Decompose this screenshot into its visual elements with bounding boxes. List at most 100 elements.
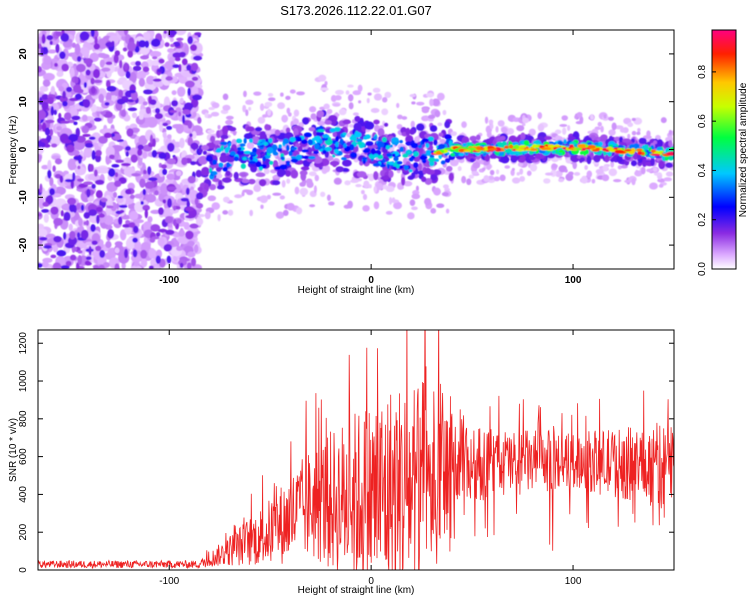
spectrogram-cell [544, 135, 553, 141]
spectrogram-cell [332, 131, 337, 138]
spectrogram-cell [334, 95, 342, 101]
spectrogram-cell [174, 30, 187, 36]
spectrogram-cell [62, 90, 67, 99]
spectrogram-cell [373, 93, 383, 101]
spectrogram-cell [528, 156, 536, 161]
spectrogram-cell [98, 93, 105, 103]
spectrogram-cell [483, 146, 488, 149]
spectrogram-cell [163, 96, 171, 108]
spectrogram-cell [49, 188, 55, 196]
spectrogram-cell [67, 197, 77, 205]
spectrogram-cell [208, 107, 215, 111]
spectrogram-cell [145, 193, 157, 203]
spectrogram-cell [624, 149, 632, 152]
spectrogram-cell [225, 162, 231, 169]
spectrogram-cell [263, 168, 270, 175]
spectrogram-cell [416, 123, 425, 131]
spectrogram-cell [242, 189, 251, 193]
spectrogram-cell [85, 241, 94, 246]
spectrogram-cell [500, 155, 510, 164]
spectrogram-cell [408, 169, 413, 173]
spectrogram-cell [375, 182, 384, 191]
spectrogram-cell [445, 165, 453, 172]
spectrogram-cell [433, 139, 438, 146]
spectrogram-cell [277, 102, 286, 110]
spectrogram-cell [132, 219, 144, 224]
spectrogram-cell [403, 164, 409, 171]
spectrogram-cell [537, 123, 545, 132]
spectrogram-cell [356, 138, 363, 143]
spectrogram-cell [472, 161, 481, 169]
spectrogram-cell [277, 147, 283, 153]
spectrogram-cell [611, 122, 617, 131]
spectrogram-cell [100, 197, 108, 203]
spectrogram-cell [42, 46, 48, 51]
spectrogram-cell [348, 102, 354, 110]
spectrogram-cell [150, 60, 161, 66]
spectrogram-cell [242, 157, 247, 161]
spectrogram-cell [54, 186, 66, 196]
spectrogram-cell [142, 188, 147, 196]
spectrogram-cell [191, 76, 199, 81]
spectrogram-cell [194, 197, 199, 206]
spectrogram-cell [150, 38, 161, 48]
spectrogram-cell [193, 244, 199, 254]
spectrogram-cell [282, 138, 290, 145]
y-tick-label: 0 [18, 567, 29, 573]
spectrogram-cell [143, 221, 153, 231]
spectrogram-cell [91, 183, 96, 189]
spectrogram-cell [258, 166, 263, 171]
y-tick-label: -20 [18, 237, 29, 252]
spectrogram-cell [96, 214, 100, 224]
spectrogram-cell [62, 41, 73, 48]
spectrogram-cell [158, 58, 165, 64]
spectrogram-cell [178, 63, 182, 73]
spectrogram-cell [399, 146, 404, 153]
spectrogram-cell [278, 169, 287, 176]
spectrogram-cell [164, 215, 174, 224]
spectrogram-cell [187, 87, 191, 97]
spectrogram-cell [297, 145, 303, 152]
spectrogram-cell [396, 102, 400, 109]
spectrogram-cell [179, 97, 184, 104]
spectrogram-cell [402, 153, 409, 158]
spectrogram-cell [194, 32, 202, 36]
spectrogram-cell [56, 70, 64, 77]
x-tick-label: 100 [565, 576, 582, 587]
spectrogram-cell [210, 111, 220, 117]
spectrogram-cell [285, 95, 291, 100]
spectrogram-cell [125, 188, 132, 195]
spectrogram-cell [252, 136, 260, 144]
spectrogram-cell [543, 178, 551, 184]
spectrogram-cell [365, 134, 371, 139]
spectrogram-cell [66, 144, 75, 153]
spectrogram-cell [538, 145, 545, 149]
spectrogram-cell [125, 219, 131, 226]
spectrogram-cell [187, 175, 196, 184]
spectrogram-cell [198, 213, 206, 218]
spectrogram-cell [262, 156, 266, 162]
spectrogram-cell [52, 262, 62, 269]
spectrogram-cell [425, 149, 432, 156]
spectrogram-cell [42, 72, 55, 81]
spectrogram-cell [58, 86, 65, 92]
y-tick-label: 0 [18, 146, 29, 152]
spectrogram-cell [69, 230, 76, 240]
spectrogram-cell [60, 209, 64, 217]
spectrogram-cell [429, 154, 435, 159]
spectrogram-cell [366, 97, 370, 104]
spectrogram-cell [282, 209, 289, 217]
spectrogram-cell [177, 86, 186, 97]
spectrogram-cell [342, 119, 351, 125]
spectrogram-cell [281, 114, 289, 123]
spectrogram-cell [579, 157, 585, 163]
spectrogram-cell [516, 171, 520, 176]
spectrogram-cell [619, 128, 626, 133]
spectrogram-cell [65, 260, 72, 267]
spectrogram-cell [511, 177, 521, 184]
spectrogram-cell [222, 125, 229, 135]
spectrogram-cell [152, 78, 162, 82]
spectrogram-cell [573, 172, 581, 176]
spectrogram-cell [149, 50, 162, 58]
spectrogram-cell [640, 166, 646, 175]
